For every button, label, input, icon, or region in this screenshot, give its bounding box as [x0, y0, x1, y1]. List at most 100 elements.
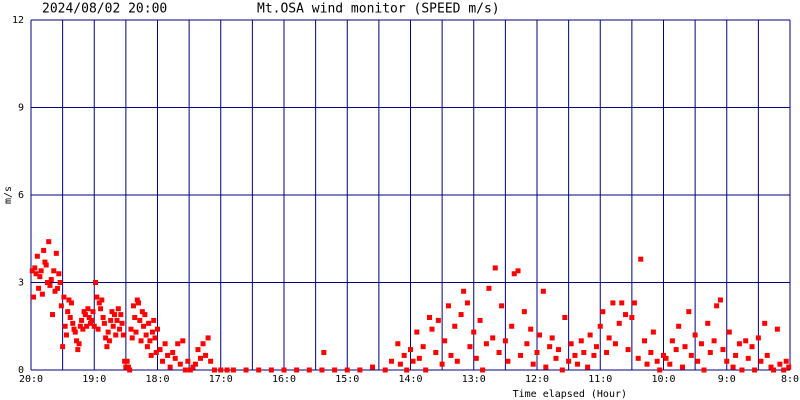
point	[692, 332, 698, 338]
point	[404, 367, 410, 373]
point	[610, 300, 616, 306]
point	[502, 338, 508, 344]
point	[496, 350, 502, 355]
point	[480, 367, 486, 373]
point	[71, 326, 77, 332]
point	[137, 317, 143, 323]
x-tick-label: 16:0	[272, 374, 296, 385]
point	[492, 265, 498, 271]
point	[66, 297, 72, 303]
point	[711, 338, 717, 344]
point	[758, 358, 764, 364]
point	[344, 367, 350, 373]
point	[743, 338, 749, 344]
point	[768, 364, 774, 370]
point	[477, 317, 483, 323]
point	[471, 329, 477, 335]
point	[62, 323, 68, 329]
point	[547, 344, 553, 350]
x-tick-label: 17:0	[209, 374, 233, 385]
x-tick-label: 9:0	[718, 374, 736, 385]
point	[528, 326, 534, 332]
point	[783, 358, 789, 364]
point	[597, 323, 603, 329]
point	[100, 315, 106, 320]
point	[32, 265, 38, 271]
point	[167, 364, 173, 370]
point	[752, 367, 758, 373]
point	[490, 335, 496, 341]
point	[162, 341, 168, 347]
point	[77, 323, 83, 329]
point	[63, 332, 69, 338]
point	[72, 329, 78, 335]
point	[68, 300, 74, 306]
point	[133, 329, 139, 335]
point	[568, 341, 574, 347]
point	[52, 288, 58, 294]
point	[47, 282, 53, 288]
point	[429, 326, 435, 332]
point	[224, 367, 230, 373]
point	[420, 344, 426, 350]
point	[148, 352, 154, 358]
x-tick-label: 20:0	[19, 374, 43, 385]
point	[534, 350, 540, 355]
point	[39, 291, 45, 297]
point	[205, 335, 211, 341]
point	[117, 326, 123, 332]
point	[726, 329, 732, 335]
point	[230, 367, 236, 373]
point	[182, 367, 188, 373]
point	[566, 358, 572, 364]
point	[185, 358, 191, 364]
point	[448, 352, 454, 358]
point	[109, 309, 115, 315]
point	[755, 335, 761, 341]
point	[76, 341, 82, 347]
point	[679, 364, 685, 370]
point	[294, 367, 300, 373]
point	[84, 323, 90, 329]
point	[395, 341, 401, 347]
point	[115, 306, 121, 312]
point	[695, 358, 701, 364]
point	[180, 338, 186, 344]
point	[281, 367, 287, 373]
x-tick-label: 18:0	[145, 374, 169, 385]
point	[211, 367, 217, 373]
point	[638, 256, 644, 262]
point	[781, 367, 787, 373]
point	[89, 317, 95, 323]
point	[141, 323, 147, 329]
point	[33, 271, 39, 277]
point	[676, 323, 682, 329]
point	[786, 364, 792, 370]
point	[464, 300, 470, 306]
point	[192, 361, 198, 367]
point	[549, 335, 555, 341]
point	[581, 350, 587, 355]
x-tick-label: 14:0	[398, 374, 422, 385]
point	[129, 335, 135, 341]
point	[130, 303, 136, 309]
point	[87, 320, 93, 326]
point	[442, 338, 448, 344]
point	[61, 294, 67, 300]
point	[111, 312, 117, 318]
point	[256, 367, 262, 373]
point	[113, 332, 119, 338]
point	[357, 367, 363, 373]
point	[60, 344, 66, 350]
point	[41, 247, 47, 253]
y-tick-label: 6	[18, 190, 24, 201]
point	[635, 355, 641, 361]
point	[110, 323, 116, 329]
point	[43, 262, 49, 268]
point	[389, 358, 395, 364]
point	[426, 315, 432, 320]
point	[461, 288, 467, 294]
point	[612, 341, 618, 347]
point	[175, 341, 181, 347]
point	[81, 309, 87, 315]
